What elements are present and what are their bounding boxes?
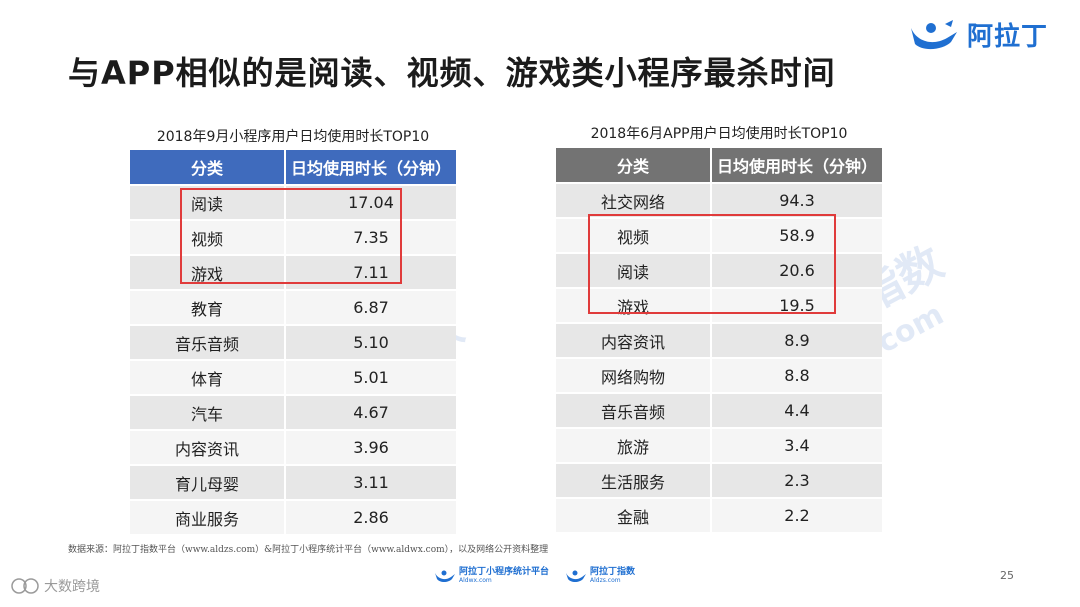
right-table: 分类 日均使用时长（分钟） 社交网络 94.3 视频 58.9 阅读 20.6 游戏 19.5… [556, 148, 882, 532]
footer-logo-aldzs: 阿拉丁指数 Aldzs.com [565, 567, 635, 585]
category-cell: 商业服务 [130, 499, 286, 534]
category-cell: 视频 [556, 217, 712, 253]
category-cell: 育儿母婴 [130, 464, 286, 500]
lamp-icon [910, 19, 957, 49]
header-duration: 日均使用时长（分钟） [711, 148, 882, 183]
table-row: 视频 7.35 [130, 219, 456, 255]
footer-logo-aldwx: 阿拉丁小程序统计平台 Aldwx.com [434, 567, 549, 585]
duration-cell: 17.04 [285, 184, 456, 220]
left-table-caption: 2018年9月小程序用户日均使用时长TOP10 [156, 129, 430, 145]
corner-watermark: 大数跨境 [10, 576, 100, 596]
duration-cell: 5.01 [285, 359, 456, 395]
duration-cell: 94.3 [711, 182, 882, 218]
lamp-icon [435, 570, 455, 582]
header-category: 分类 [556, 148, 712, 183]
table-row: 音乐音频 4.4 [556, 392, 882, 428]
duration-cell: 19.5 [711, 287, 882, 323]
category-cell: 社交网络 [556, 182, 712, 218]
table-row: 汽车 4.67 [130, 394, 456, 430]
duration-cell: 3.96 [285, 429, 456, 465]
category-cell: 视频 [130, 219, 286, 255]
table-header-row: 分类 日均使用时长（分钟） [556, 148, 882, 183]
table-row: 网络购物 8.8 [556, 357, 882, 393]
duration-cell: 3.11 [285, 464, 456, 500]
category-cell: 网络购物 [556, 357, 712, 393]
duration-cell: 7.11 [285, 254, 456, 290]
table-row: 音乐音频 5.10 [130, 324, 456, 360]
source-note: 数据来源：阿拉丁指数平台（www.aldzs.com）&阿拉丁小程序统计平台（w… [68, 545, 549, 555]
right-highlight-box [588, 214, 836, 314]
duration-cell: 2.2 [711, 497, 882, 532]
duration-cell: 4.67 [285, 394, 456, 430]
duration-cell: 8.8 [711, 357, 882, 393]
duration-cell: 20.6 [711, 252, 882, 288]
duration-cell: 3.4 [711, 427, 882, 463]
table-row: 教育 6.87 [130, 289, 456, 325]
duration-cell: 58.9 [711, 217, 882, 253]
category-cell: 汽车 [130, 394, 286, 430]
table-row: 商业服务 2.86 [130, 499, 456, 534]
category-cell: 音乐音频 [130, 324, 286, 360]
duration-cell: 2.86 [285, 499, 456, 534]
table-row: 体育 5.01 [130, 359, 456, 395]
table-row: 内容资讯 3.96 [130, 429, 456, 465]
category-cell: 阅读 [130, 184, 286, 220]
table-row: 育儿母婴 3.11 [130, 464, 456, 500]
category-cell: 教育 [130, 289, 286, 325]
lamp-icon [566, 570, 587, 582]
table-row: 游戏 7.11 [130, 254, 456, 290]
left-table: 分类 日均使用时长（分钟） 阅读 17.04 视频 7.35 游戏 7.11 教育 6.87 音… [130, 150, 456, 534]
table-row: 生活服务 2.3 [556, 462, 882, 498]
table-row: 视频 58.9 [556, 217, 882, 253]
category-cell: 阅读 [556, 252, 712, 288]
category-cell: 旅游 [556, 427, 712, 463]
left-highlight-box [180, 188, 402, 284]
right-table-caption: 2018年6月APP用户日均使用时长TOP10 [590, 126, 848, 142]
duration-cell: 5.10 [285, 324, 456, 360]
page-number: 25 [1000, 569, 1014, 582]
chat-icon [11, 578, 39, 594]
table-row: 内容资讯 8.9 [556, 322, 882, 358]
category-cell: 内容资讯 [556, 322, 712, 358]
brand-name: 阿拉丁 [966, 22, 1048, 52]
category-cell: 游戏 [130, 254, 286, 290]
category-cell: 生活服务 [556, 462, 712, 498]
brand-logo: 阿拉丁 [907, 16, 1048, 53]
duration-cell: 4.4 [711, 392, 882, 428]
footer-logo-name: 阿拉丁小程序统计平台 [459, 567, 550, 577]
footer-logo-sub: Aldwx.com [459, 577, 492, 584]
category-cell: 游戏 [556, 287, 712, 323]
duration-cell: 6.87 [285, 289, 456, 325]
table-row: 旅游 3.4 [556, 427, 882, 463]
table-row: 阅读 17.04 [130, 184, 456, 220]
page-title: 与APP相似的是阅读、视频、游戏类小程序最杀时间 [68, 54, 836, 92]
table-header-row: 分类 日均使用时长（分钟） [130, 150, 456, 185]
footer-logos: 阿拉丁小程序统计平台 Aldwx.com 阿拉丁指数 Aldzs.com [434, 567, 635, 585]
table-row: 社交网络 94.3 [556, 182, 882, 218]
footer-logo-sub: Aldzs.com [590, 577, 621, 584]
table-row: 游戏 19.5 [556, 287, 882, 323]
category-cell: 金融 [556, 497, 712, 532]
category-cell: 内容资讯 [130, 429, 286, 465]
header-category: 分类 [130, 150, 286, 185]
header-duration: 日均使用时长（分钟） [285, 150, 456, 185]
duration-cell: 7.35 [285, 219, 456, 255]
footer-logo-name: 阿拉丁指数 [590, 567, 636, 577]
table-row: 阅读 20.6 [556, 252, 882, 288]
table-row: 金融 2.2 [556, 497, 882, 532]
duration-cell: 8.9 [711, 322, 882, 358]
corner-watermark-text: 大数跨境 [44, 579, 100, 595]
duration-cell: 2.3 [711, 462, 882, 498]
category-cell: 体育 [130, 359, 286, 395]
category-cell: 音乐音频 [556, 392, 712, 428]
